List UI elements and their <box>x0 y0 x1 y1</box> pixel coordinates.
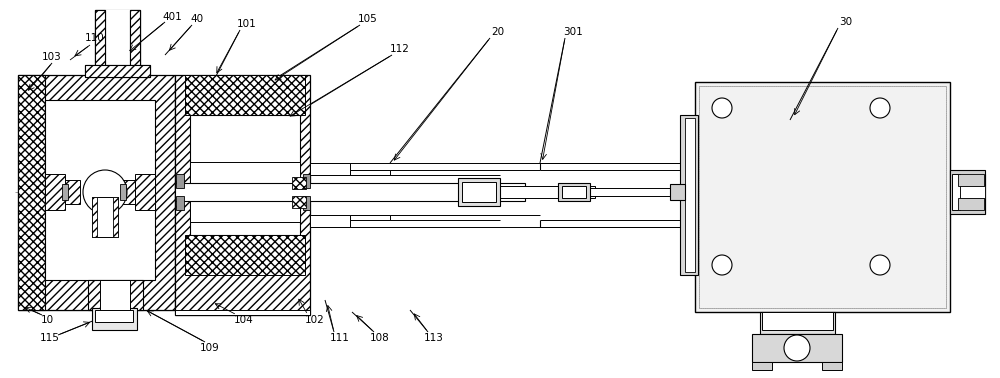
Bar <box>92 197 118 237</box>
Text: 113: 113 <box>424 333 444 343</box>
Bar <box>190 200 300 222</box>
Bar <box>190 162 300 184</box>
Bar <box>88 280 143 310</box>
Bar <box>130 10 140 75</box>
Bar <box>176 174 184 188</box>
Bar <box>92 308 137 330</box>
Bar <box>458 178 500 206</box>
Bar <box>822 362 842 370</box>
Circle shape <box>83 170 127 214</box>
Bar <box>45 100 155 280</box>
Bar <box>752 362 772 370</box>
Text: 401: 401 <box>162 12 182 22</box>
Bar <box>500 186 595 198</box>
Bar <box>952 174 960 210</box>
Bar <box>350 170 390 175</box>
Bar <box>175 310 310 315</box>
Bar <box>695 82 950 312</box>
Text: 102: 102 <box>305 315 325 325</box>
Bar <box>95 310 133 322</box>
Bar <box>958 174 984 186</box>
Bar <box>699 86 946 308</box>
Bar <box>680 115 698 275</box>
Circle shape <box>870 255 890 275</box>
Bar <box>120 184 126 200</box>
Circle shape <box>712 255 732 275</box>
Bar <box>113 197 118 237</box>
Text: 30: 30 <box>839 17 853 27</box>
Text: 101: 101 <box>237 19 257 29</box>
Text: 109: 109 <box>200 343 220 353</box>
Bar <box>462 182 496 202</box>
Bar <box>95 10 105 75</box>
Text: 301: 301 <box>563 27 583 37</box>
Bar <box>950 170 985 214</box>
Bar <box>130 10 140 75</box>
Bar <box>18 75 175 310</box>
Bar <box>18 75 45 310</box>
Bar <box>562 186 586 198</box>
Text: 105: 105 <box>358 14 378 24</box>
Bar <box>176 196 184 210</box>
Bar <box>760 312 835 334</box>
Bar <box>185 75 305 115</box>
Text: 111: 111 <box>330 333 350 343</box>
Circle shape <box>784 335 810 361</box>
Text: 112: 112 <box>390 44 410 54</box>
Text: 20: 20 <box>491 27 505 37</box>
Bar <box>175 183 525 201</box>
Bar <box>65 180 80 204</box>
Bar <box>62 184 68 200</box>
Bar <box>292 177 306 189</box>
Bar <box>135 174 155 210</box>
Bar <box>303 174 310 188</box>
Bar <box>100 280 130 310</box>
Bar <box>558 183 590 201</box>
Bar <box>752 334 842 362</box>
Bar <box>303 196 310 210</box>
Bar <box>310 163 350 175</box>
Bar <box>185 235 305 275</box>
Bar <box>310 215 350 227</box>
Bar <box>762 312 833 330</box>
Bar <box>590 188 680 196</box>
Bar <box>292 196 306 208</box>
Text: 110: 110 <box>85 33 105 43</box>
Bar <box>670 184 685 200</box>
Bar <box>92 197 97 237</box>
Bar <box>958 198 984 210</box>
Bar <box>175 75 310 315</box>
Text: 103: 103 <box>42 52 62 62</box>
Bar <box>85 65 150 77</box>
Text: 40: 40 <box>190 14 204 24</box>
Bar <box>45 174 65 210</box>
Bar <box>685 118 695 272</box>
Bar <box>190 115 300 235</box>
Bar <box>105 10 130 75</box>
Circle shape <box>870 98 890 118</box>
Text: 108: 108 <box>370 333 390 343</box>
Text: 104: 104 <box>234 315 254 325</box>
Text: 115: 115 <box>40 333 60 343</box>
Bar <box>699 86 946 308</box>
Bar <box>350 215 390 220</box>
Bar <box>960 186 985 198</box>
Circle shape <box>712 98 732 118</box>
Bar <box>120 180 135 204</box>
Bar <box>95 10 105 75</box>
Text: 10: 10 <box>40 315 54 325</box>
Bar <box>85 65 150 77</box>
